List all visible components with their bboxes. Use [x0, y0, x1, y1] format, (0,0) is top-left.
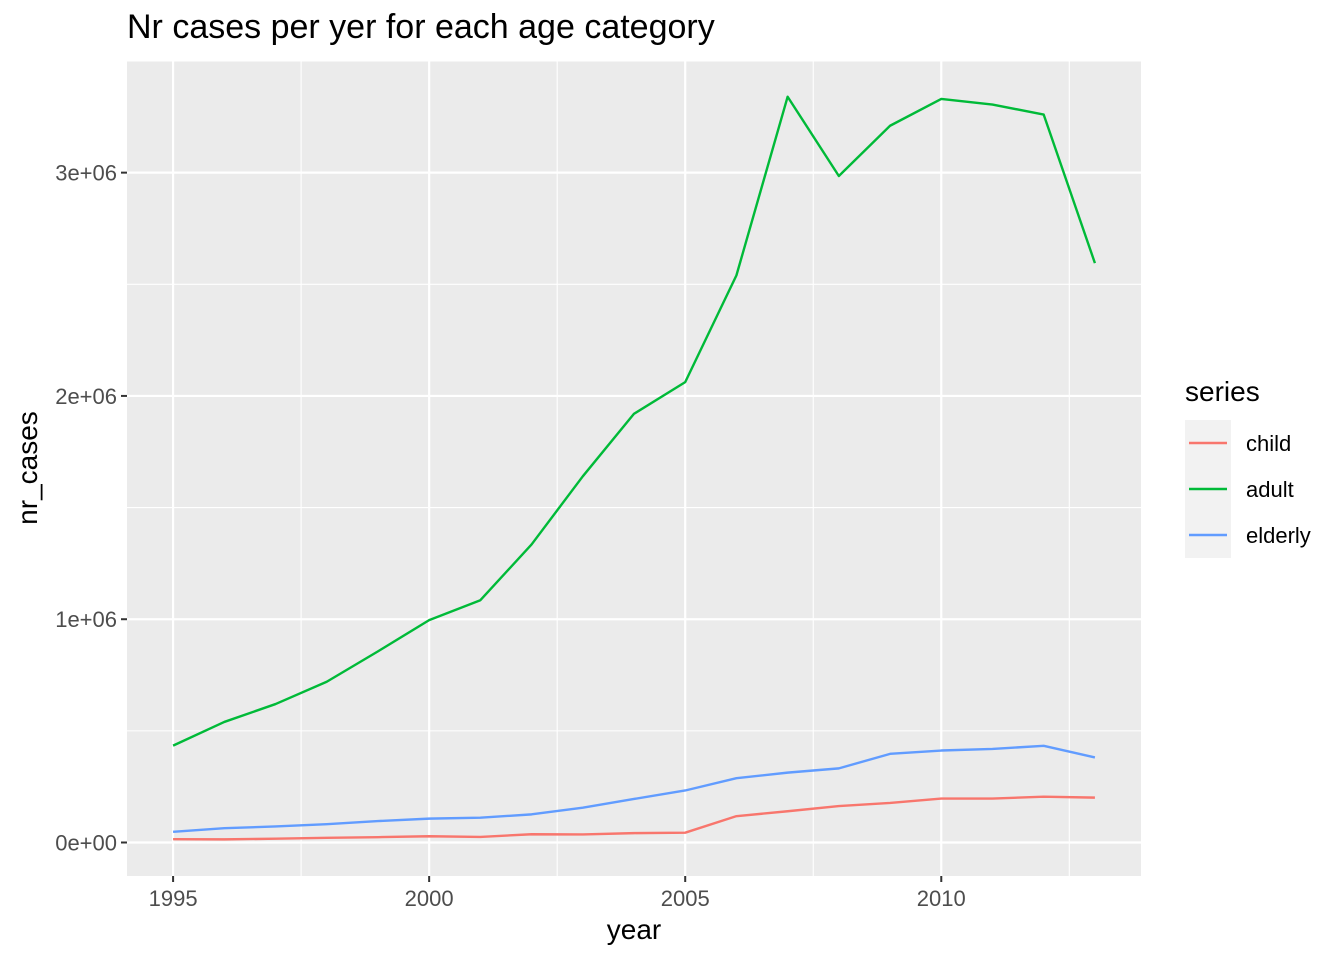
x-tick-label: 1995	[149, 886, 198, 911]
grid-lines	[127, 60, 1141, 876]
panel-background	[127, 61, 1141, 876]
y-tick-label: 3e+06	[55, 161, 117, 186]
legend-label-child: child	[1246, 431, 1291, 456]
y-tick-label: 2e+06	[55, 384, 117, 409]
chart-title: Nr cases per yer for each age category	[127, 8, 715, 46]
plot-panel	[127, 61, 1141, 876]
series-line-child	[173, 795, 1095, 841]
legend-label-elderly: elderly	[1246, 523, 1311, 548]
x-axis-title: year	[607, 914, 661, 945]
legend-label-adult: adult	[1246, 477, 1294, 502]
legend-item-elderly: elderly	[1189, 523, 1311, 548]
legend-item-child: child	[1189, 431, 1291, 456]
legend-item-adult: adult	[1189, 477, 1294, 502]
legend: series child adult elderly	[1185, 376, 1311, 558]
x-tick-label: 2000	[405, 886, 454, 911]
series-line-adult	[172, 95, 1097, 747]
series-lines	[172, 95, 1097, 841]
y-tick-label: 1e+06	[55, 607, 117, 632]
axes: 1995 2000 2005 2010 0e+00 1e+06 2e+06 3e+06	[55, 161, 966, 911]
x-tick-label: 2010	[917, 886, 966, 911]
legend-title: series	[1185, 376, 1260, 407]
series-line-elderly	[173, 744, 1096, 833]
y-axis-title: nr_cases	[12, 411, 43, 525]
y-tick-label: 0e+00	[55, 831, 117, 856]
x-tick-label: 2005	[661, 886, 710, 911]
